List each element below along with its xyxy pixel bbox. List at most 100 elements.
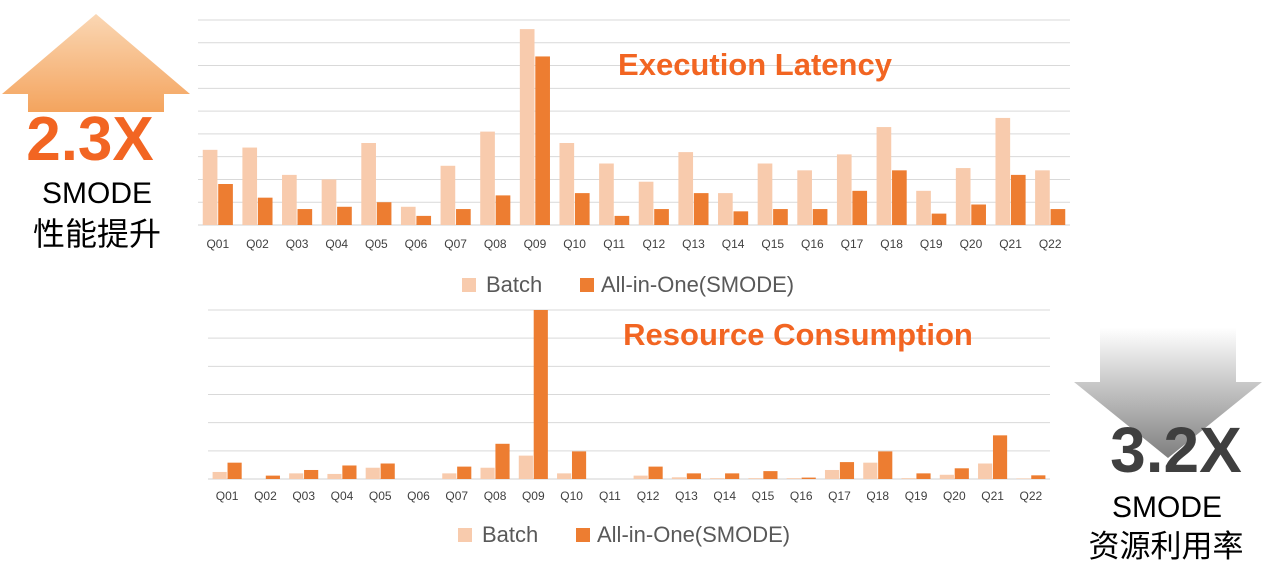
x-tick-label: Q11 [603,237,625,251]
bar-batch-q09 [519,29,535,225]
x-tick-label: Q22 [1020,489,1043,503]
legend-label-smode: All-in-One(SMODE) [601,272,794,297]
x-tick-label: Q16 [790,489,813,503]
x-tick-label: Q14 [713,489,736,503]
bar-batch-q01 [202,149,218,225]
bar-smode-q18 [878,451,893,479]
bar-batch-q20 [955,168,971,225]
badge-up-line2: 性能提升 [33,215,161,253]
chart-execution-latency: Q01 Q02 Q03 Q04 Q05 Q06 Q07 Q08 Q09 Q10 Q11 Q12 Q13 Q… [198,19,1070,297]
bar-smode-q05 [376,202,392,225]
bar-batch-q22 [1016,478,1031,479]
x-tick-label: Q14 [722,237,745,251]
bar-batch-q18 [863,462,878,479]
bar-batch-q07 [442,473,457,479]
up-arrow-icon [2,14,190,112]
x-tick-label: Q20 [943,489,966,503]
bar-batch-q02 [242,147,258,225]
badge-down-line1: SMODE [1112,491,1222,524]
bar-batch-q21 [995,117,1011,225]
bar-smode-q12 [654,209,669,225]
x-tick-label: Q02 [254,489,277,503]
legend-swatch-smode [580,278,594,292]
x-tick-label: Q15 [761,237,784,251]
bar-batch-q16 [786,478,801,479]
bar-smode-q07 [457,466,472,479]
bar-smode-q08 [495,195,511,225]
bar-batch-q04 [327,473,342,479]
bar-smode-q21 [1010,174,1026,225]
bar-batch-q03 [282,174,297,225]
bar-smode-q22 [1031,475,1046,479]
badge-up-line1: SMODE [42,177,152,210]
x-tick-label: Q10 [563,237,586,251]
bar-smode-q01 [227,462,242,479]
x-tick-label: Q21 [981,489,1004,503]
bar-batch-q14 [710,478,725,479]
bar-batch-q17 [824,469,840,479]
x-tick-label: Q12 [637,489,660,503]
badge-up-value: 2.3X [26,105,154,174]
x-tick-label: Q09 [522,489,545,503]
bar-batch-q04 [321,179,337,225]
x-tick-label: Q06 [405,237,428,251]
legend-swatch-batch [458,528,472,542]
x-tick-label: Q15 [752,489,775,503]
bar-smode-q19 [916,473,931,479]
bar-smode-q01 [218,184,233,225]
chart-resource-consumption: Q01 Q02 Q03 Q04 Q05 Q06 Q07 Q08 Q09 Q10 Q11 Q12 Q13 Q… [208,309,1050,547]
bar-smode-q13 [693,193,709,225]
legend-swatch-smode [576,528,590,542]
legend-swatch-batch [462,278,476,292]
x-tick-label: Q12 [642,237,665,251]
bar-batch-q12 [633,475,648,479]
bar-smode-q09 [535,56,550,225]
bar-batch-q05 [361,143,376,225]
bar-smode-q03 [297,209,313,225]
down-arrow-icon [1074,328,1262,458]
x-tick-label: Q16 [801,237,824,251]
bar-batch-q15 [757,163,773,225]
bar-smode-q20 [971,204,986,225]
legend-label-smode: All-in-One(SMODE) [597,522,790,547]
x-tick-label: Q04 [331,489,354,503]
x-tick-label: Q19 [920,237,943,251]
bar-batch-q19 [916,190,931,225]
bar-smode-q21 [992,435,1008,479]
bar-batch-q18 [876,127,892,225]
badge-down-line2: 资源利用率 [1089,529,1244,565]
x-tick-label: Q01 [206,237,229,251]
bar-batch-q15 [748,478,763,479]
x-tick-label: Q03 [286,237,309,251]
bar-batch-q20 [939,474,954,479]
x-tick-label: Q06 [407,489,430,503]
x-tick-label: Q01 [216,489,239,503]
bar-smode-q17 [839,462,855,479]
bar-batch-q01 [212,471,227,479]
bar-batch-q22 [1035,170,1050,225]
bar-batch-q17 [836,154,852,225]
bar-smode-q09 [533,310,548,479]
bar-batch-q16 [797,170,812,225]
bar-smode-q22 [1050,209,1066,225]
bar-smode-q15 [763,471,778,479]
bar-batch-q05 [365,467,380,479]
x-tick-label: Q13 [682,237,705,251]
bar-batch-q13 [671,477,687,479]
bar-smode-q06 [416,215,432,225]
bar-batch-q13 [678,152,694,225]
bar-smode-q10 [571,451,587,479]
bar-smode-q10 [574,193,590,225]
bar-smode-q02 [257,197,273,225]
bar-batch-q10 [559,143,575,225]
legend-label-batch: Batch [486,272,542,297]
x-tick-label: Q08 [484,489,507,503]
bar-smode-q04 [342,465,357,479]
bar-batch-q08 [480,467,495,479]
bar-smode-q07 [456,209,471,225]
bar-batch-q03 [289,473,304,479]
bar-batch-q21 [978,463,993,479]
chart-title: Execution Latency [618,47,893,82]
bar-smode-q18 [892,170,907,225]
x-tick-label: Q21 [999,237,1022,251]
